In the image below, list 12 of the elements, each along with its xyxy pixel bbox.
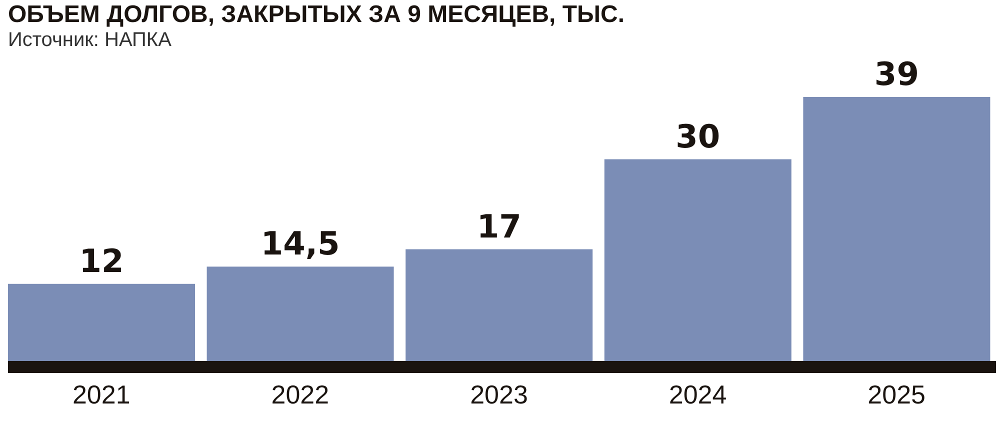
chart-title: ОБЪЕМ ДОЛГОВ, ЗАКРЫТЫХ ЗА 9 МЕСЯЦЕВ, ТЫС. bbox=[8, 1, 626, 28]
x-tick-label: 2022 bbox=[271, 379, 330, 410]
x-tick-label: 2021 bbox=[72, 379, 130, 410]
data-label: 14,5 bbox=[260, 224, 340, 263]
text: Источник: НАПКА bbox=[8, 28, 172, 52]
x-tick-label: 2023 bbox=[470, 379, 528, 410]
x-tick-label: 2025 bbox=[868, 379, 926, 410]
data-label: 12 bbox=[79, 242, 124, 280]
x-tick-label: 2024 bbox=[668, 379, 727, 410]
data-label: 17 bbox=[476, 207, 522, 246]
data-label: 39 bbox=[874, 55, 919, 93]
data-label: 30 bbox=[676, 117, 720, 156]
